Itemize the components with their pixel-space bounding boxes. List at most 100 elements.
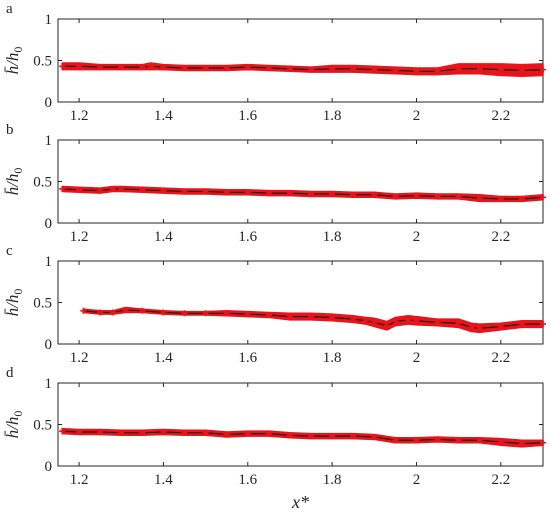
data-point [308,433,315,440]
data-point [160,428,167,435]
data-point [413,192,420,199]
data-point [329,314,336,321]
data-point [455,193,462,200]
y-axis-label-main: h̄/h [3,53,22,75]
data-point [76,428,83,435]
x-tick-label: 1.6 [238,350,257,366]
data-point [392,437,399,444]
panel-letter: a [6,1,13,17]
y-axis-label-sub: 0 [11,411,25,417]
data-point [497,195,504,202]
x-tick-label: 1.4 [154,108,173,124]
data-point [265,190,272,197]
data-point [476,65,483,72]
data-point [455,320,462,327]
data-point [392,193,399,200]
data-point [434,319,441,326]
y-axis-label: h̄/h0 [3,289,25,317]
data-point [518,195,525,202]
data-point [434,436,441,443]
data-point [202,188,209,195]
data-point [118,185,125,192]
x-tick-label: 2.2 [491,472,510,488]
data-point [540,321,546,328]
x-tick-label: 1.4 [154,229,173,245]
data-point [97,309,104,316]
y-tick-label: 0 [45,337,53,353]
data-point [109,309,116,316]
y-axis-label: h̄/h0 [3,168,25,196]
x-axis-label: x* [291,492,309,512]
data-point [76,63,83,70]
data-point [518,321,525,328]
x-tick-label: 1.2 [70,350,89,366]
x-tick-label: 1.6 [238,108,257,124]
data-point [59,185,66,192]
data-point [350,433,357,440]
data-point [468,324,475,331]
data-point [518,440,525,447]
x-tick-label: 1.2 [70,229,89,245]
data-point [308,66,315,73]
y-axis-label-main: h̄/h [3,417,22,439]
data-point [329,65,336,72]
x-tick-label: 2.2 [491,350,510,366]
x-tick-label: 1.4 [154,472,173,488]
data-point [540,439,546,446]
plot-frame [57,18,544,103]
data-point [455,65,462,72]
data-point [371,433,378,440]
data-point [413,68,420,75]
data-point [265,64,272,71]
data-point [476,325,483,332]
data-point [118,64,125,71]
data-point [392,318,399,325]
data-point [371,191,378,198]
x-tick-label: 1.8 [323,108,342,124]
x-tick-label: 1.8 [323,350,342,366]
data-point [350,65,357,72]
y-tick-label: 0 [45,95,53,111]
x-tick-label: 2.2 [491,229,510,245]
data-point [80,307,87,314]
data-point [181,429,188,436]
data-point [413,317,420,324]
data-point [434,193,441,200]
data-point [139,64,146,71]
series-band [61,427,544,448]
data-point [223,64,230,71]
panel-c: c1.2 1.4 1.6 1.8 2 2.200.51h̄/h0 [3,243,546,366]
y-axis-label: h̄/h0 [3,411,25,439]
x-tick-label: 1.8 [323,229,342,245]
panel-letter: d [6,365,14,381]
data-point [244,64,251,71]
y-tick-label: 1 [45,376,53,392]
data-point [139,186,146,193]
x-tick-label: 1.6 [238,472,257,488]
data-point [286,432,293,439]
data-point [97,428,104,435]
x-tick-label: 1.2 [70,108,89,124]
data-point [497,438,504,445]
data-point [139,307,146,314]
data-point [147,63,154,70]
y-axis-label-sub: 0 [11,47,25,53]
data-point [518,67,525,74]
data-point [286,190,293,197]
data-point [497,66,504,73]
panel-a: a1.2 1.4 1.6 1.8 2 2.200.51h̄/h0 [3,1,546,124]
y-axis-label-sub: 0 [11,168,25,174]
y-axis-label-sub: 0 [11,289,25,295]
data-point [476,195,483,202]
data-point [202,429,209,436]
y-axis-label-main: h̄/h [3,174,22,196]
data-point [371,319,378,326]
data-point [434,68,441,75]
data-point [181,188,188,195]
data-point [308,190,315,197]
data-point [139,429,146,436]
y-tick-label: 1 [45,133,53,149]
x-tick-label: 1.2 [70,472,89,488]
panel-d: d1.2 1.4 1.6 1.8 2 2.200.51h̄/h0x* [3,365,546,512]
